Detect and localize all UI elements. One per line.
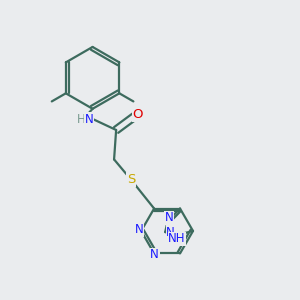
Text: O: O xyxy=(132,108,143,121)
Text: N: N xyxy=(150,248,159,261)
Text: S: S xyxy=(127,173,135,186)
Text: N: N xyxy=(85,112,93,126)
Text: N: N xyxy=(134,223,143,236)
Text: N: N xyxy=(166,226,175,238)
Text: N: N xyxy=(165,212,173,224)
Text: H: H xyxy=(77,112,85,126)
Text: NH: NH xyxy=(168,232,186,245)
